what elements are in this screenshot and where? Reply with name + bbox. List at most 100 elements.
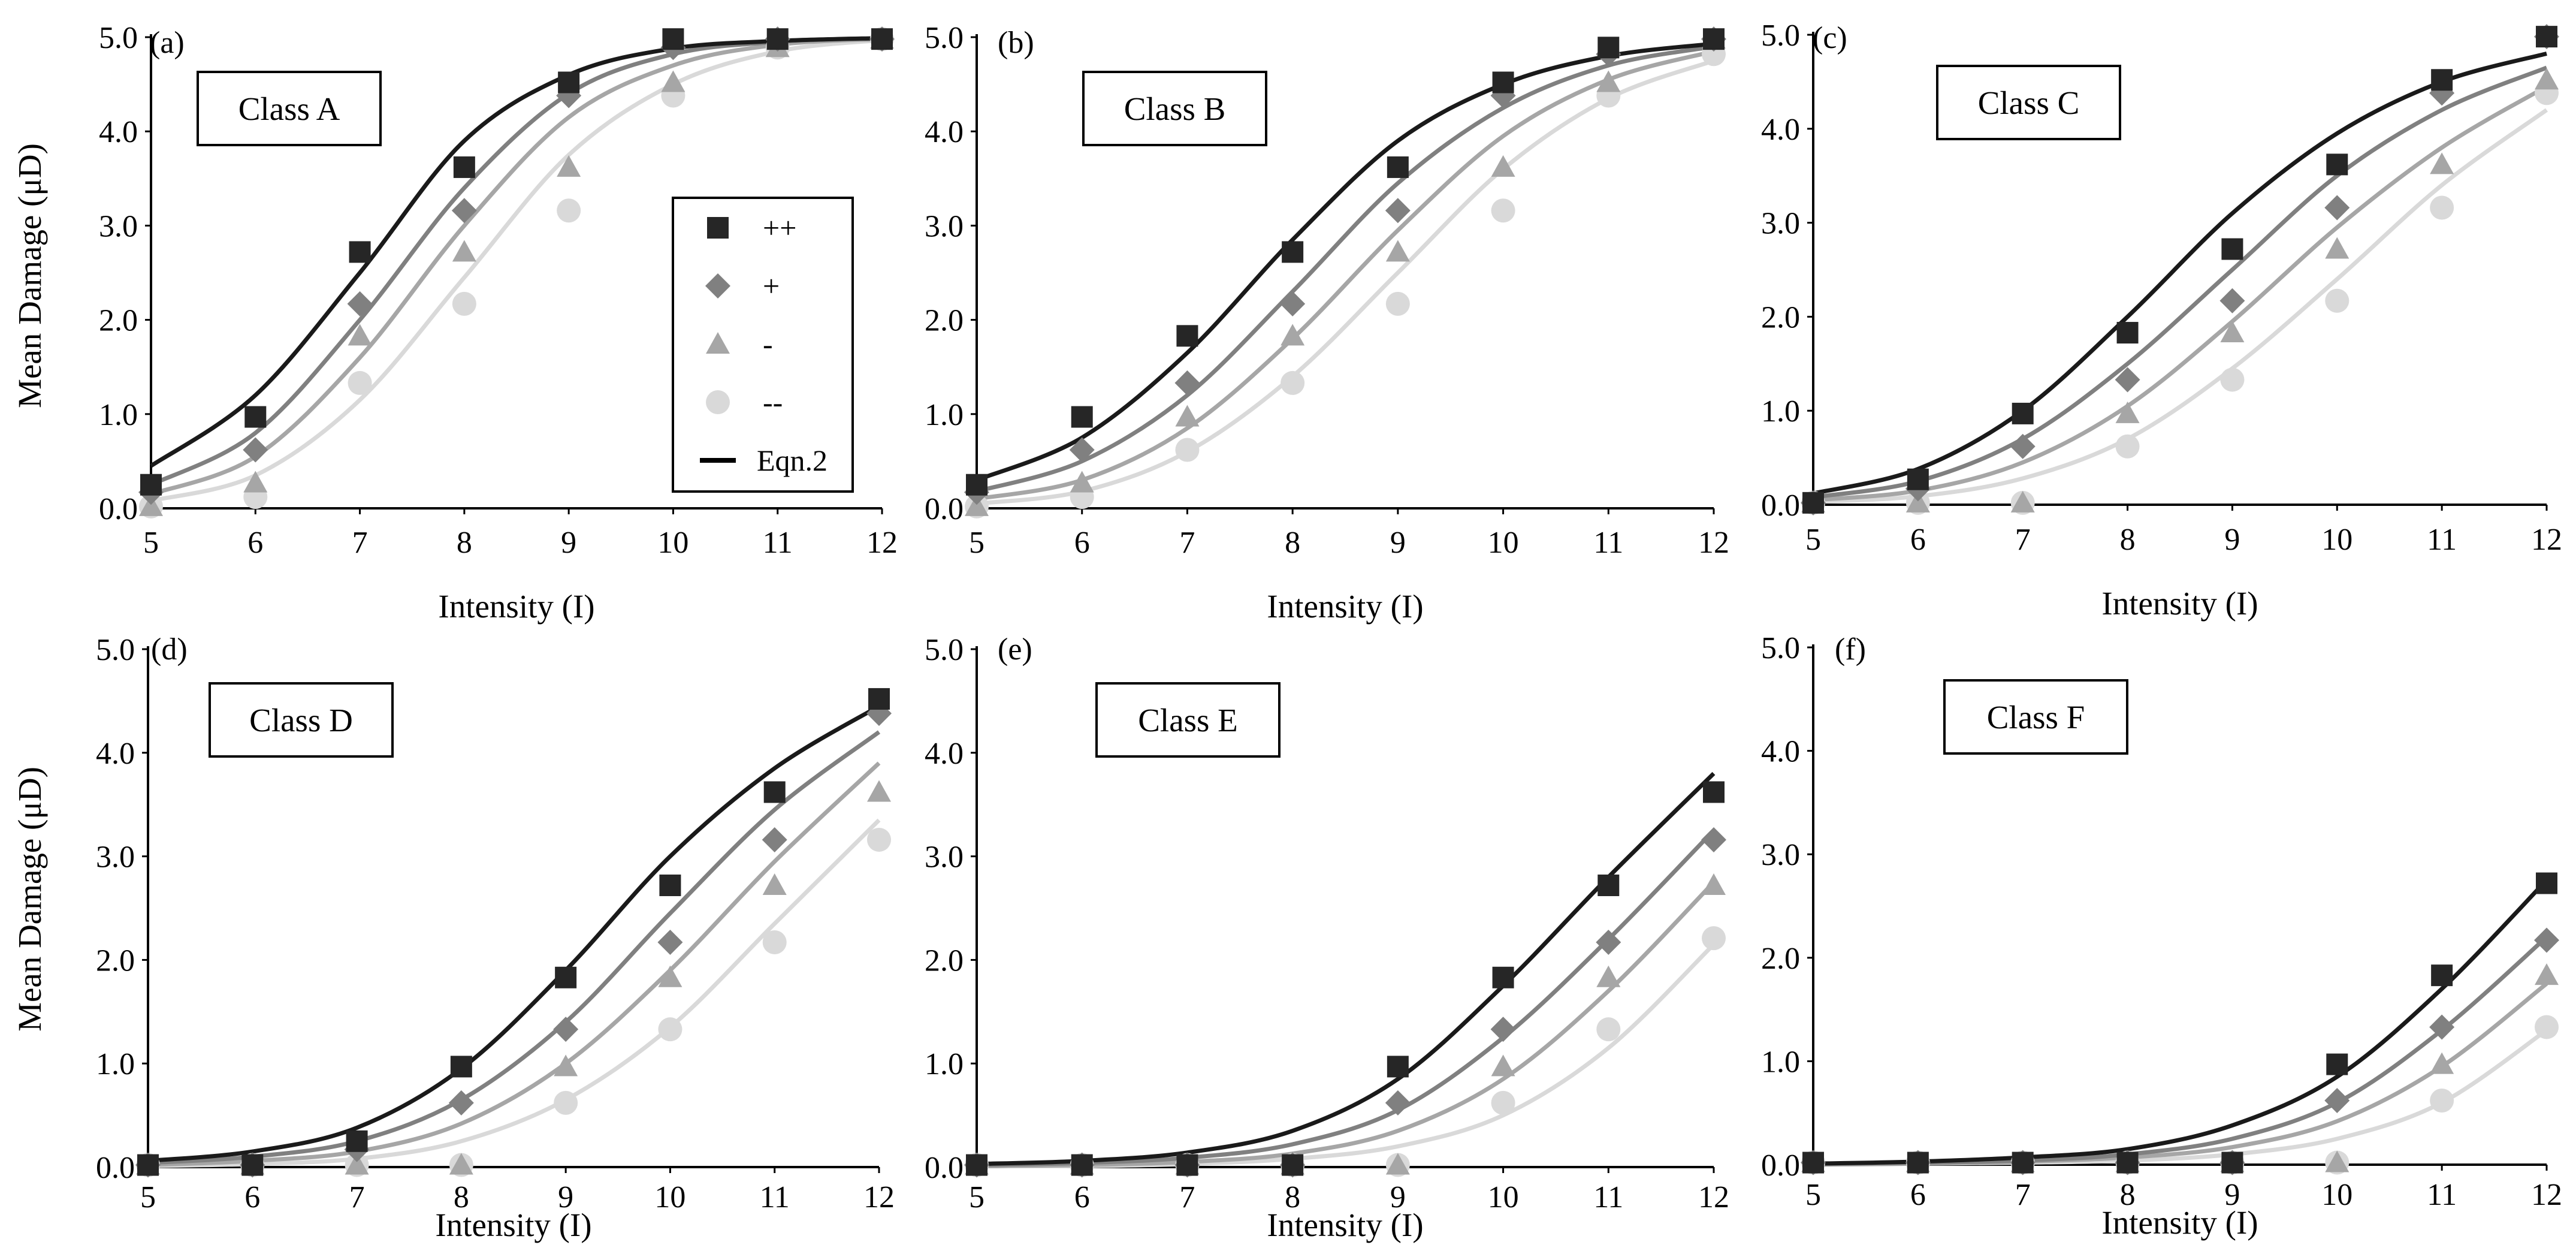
data-point <box>2010 490 2035 513</box>
y-tick-label: 4.0 <box>99 115 138 149</box>
x-tick-label: 9 <box>1390 1180 1406 1214</box>
panel-tag: (e) <box>998 632 1032 667</box>
data-point <box>1492 966 1514 988</box>
data-point <box>1385 1153 1410 1175</box>
data-point <box>2534 927 2559 953</box>
data-point <box>1491 1090 1515 1115</box>
fit-curve <box>150 37 883 496</box>
x-tick-label: 7 <box>2015 523 2031 557</box>
data-point <box>1702 926 1726 951</box>
panel-tag: (a) <box>150 26 185 60</box>
data-point <box>2012 402 2034 424</box>
legend-box <box>672 197 854 493</box>
x-tick-label: 12 <box>866 526 898 560</box>
x-tick-label: 6 <box>1910 523 1926 557</box>
data-point <box>2325 1150 2349 1172</box>
data-point <box>453 156 475 178</box>
y-tick-label: 4.0 <box>96 737 135 771</box>
data-point <box>348 370 372 395</box>
y-tick-label: 5.0 <box>96 633 135 667</box>
x-tick-label: 10 <box>657 526 688 560</box>
x-axis-title: Intensity (I) <box>438 588 594 625</box>
x-tick-label: 7 <box>349 1180 365 1214</box>
class-label-box <box>1943 679 2128 755</box>
y-tick-label: 3.0 <box>99 209 138 243</box>
class-label: Class B <box>1124 91 1226 127</box>
y-axis-title: Mean Damage (μD) <box>11 767 48 1032</box>
data-point <box>766 28 789 50</box>
y-tick-label: 4.0 <box>1761 735 1800 769</box>
chart-panel: 0.0 1.0 2.0 3.0 4.0 5.0 5 6 7 8 9 10 11 12 Intensity (… <box>1761 19 2562 622</box>
y-tick-label: 5.0 <box>925 21 964 55</box>
data-point <box>1175 405 1200 427</box>
data-point <box>1907 1151 1929 1174</box>
y-tick-label: 5.0 <box>99 21 138 55</box>
data-point <box>1491 198 1515 223</box>
y-tick-label: 3.0 <box>1761 838 1800 872</box>
legend-label: ++ <box>763 211 796 245</box>
data-point <box>1701 827 1726 852</box>
data-point <box>1281 324 1305 346</box>
y-tick-label: 1.0 <box>1761 394 1800 429</box>
data-point <box>1069 437 1095 463</box>
y-tick-label: 2.0 <box>1761 942 1800 976</box>
data-point <box>2221 238 2243 260</box>
data-point <box>243 471 268 493</box>
data-point <box>1490 1017 1516 1042</box>
y-tick-label: 2.0 <box>96 943 135 978</box>
x-tick-label: 8 <box>2120 1178 2136 1212</box>
x-tick-label: 5 <box>140 1180 156 1214</box>
fit-curve <box>1813 878 2548 1166</box>
data-point <box>1703 28 1725 50</box>
data-point <box>1491 1054 1515 1077</box>
data-point <box>657 930 683 955</box>
x-tick-label: 9 <box>1390 526 1406 560</box>
y-tick-label: 5.0 <box>925 633 964 667</box>
data-point <box>867 780 891 802</box>
data-point <box>1385 198 1411 224</box>
y-axis-title: Mean Damage (μD) <box>11 143 48 408</box>
fit-curve <box>976 59 1715 506</box>
data-point <box>2430 1088 2454 1113</box>
data-point <box>2325 237 2349 259</box>
data-point <box>2326 1053 2348 1075</box>
data-point <box>2535 68 2559 90</box>
y-tick-label: 1.0 <box>1761 1045 1800 1079</box>
data-point <box>1387 1056 1409 1078</box>
fit-curve <box>976 771 1716 1166</box>
chart-panels: 0.0 1.0 2.0 3.0 4.0 5.0 5 6 7 8 9 10 11 12 Intensity (… <box>11 19 2562 1243</box>
y-tick-label: 4.0 <box>1761 113 1800 147</box>
data-point <box>662 28 684 50</box>
y-tick-label: 4.0 <box>925 115 964 149</box>
data-point <box>1175 438 1200 462</box>
data-point <box>243 437 268 463</box>
data-point <box>452 291 476 316</box>
x-tick-label: 6 <box>1074 526 1090 560</box>
data-point <box>2536 872 2557 894</box>
fit-curve <box>147 730 881 1165</box>
data-point <box>1802 492 1824 514</box>
panel-tag: (d) <box>151 632 188 667</box>
legend-diamond-icon <box>705 273 730 299</box>
fit-curve <box>1813 85 2548 502</box>
data-point <box>1385 240 1410 262</box>
data-point <box>1702 873 1726 895</box>
x-tick-label: 9 <box>2224 1178 2240 1212</box>
data-point <box>449 1153 473 1175</box>
data-point <box>244 406 267 428</box>
fit-curve <box>976 49 1714 501</box>
x-tick-label: 12 <box>1698 1180 1729 1214</box>
data-point <box>661 70 685 92</box>
data-point <box>2219 288 2245 313</box>
y-tick-label: 2.0 <box>1761 300 1800 334</box>
data-point <box>345 1153 369 1175</box>
data-point <box>2430 152 2454 174</box>
x-tick-label: 7 <box>1179 1180 1195 1214</box>
x-tick-label: 6 <box>1074 1180 1090 1214</box>
y-tick-label: 0.0 <box>925 492 964 526</box>
chart-panel: 0.0 1.0 2.0 3.0 4.0 5.0 5 6 7 8 9 10 11 12 Intensity (… <box>11 21 898 625</box>
x-tick-label: 9 <box>558 1180 573 1214</box>
x-tick-label: 8 <box>2120 523 2136 557</box>
data-point <box>137 1154 159 1176</box>
data-point <box>450 1056 472 1078</box>
